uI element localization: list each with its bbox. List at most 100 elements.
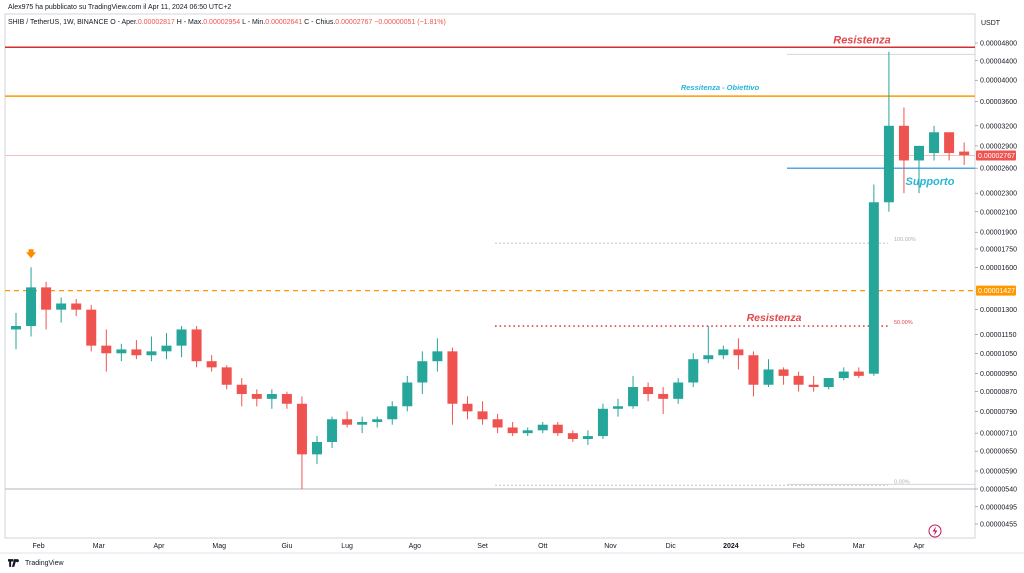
candle (658, 387, 669, 414)
candle-body (176, 329, 187, 346)
candle-body (959, 151, 970, 156)
candle (41, 281, 52, 330)
candle-body (703, 355, 714, 360)
candle-body (492, 419, 503, 428)
candle (838, 367, 849, 381)
x-tick-label: Mar (853, 543, 866, 550)
ohlc-high-label: H - Max. (176, 19, 204, 26)
candle-body (763, 369, 774, 385)
candle (959, 142, 970, 166)
x-tick-label: Feb (793, 543, 805, 550)
candle-body (688, 359, 699, 383)
x-tick-label: Lug (341, 543, 353, 550)
candle (462, 396, 473, 420)
candle-body (146, 351, 157, 356)
candle-body (462, 403, 473, 412)
candle-body (838, 371, 849, 379)
candle-body (11, 326, 21, 330)
candle (793, 371, 804, 392)
candle (357, 416, 368, 434)
candle-body (477, 411, 488, 420)
y-tick-label: 0.00000455 (980, 522, 1017, 529)
instrument-legend: SHIB / TetherUS, 1W, BINANCE O - Aper.0.… (8, 19, 446, 26)
candle-body (372, 419, 383, 422)
ohlc-open-label: O - Aper. (110, 19, 138, 26)
candle (688, 353, 699, 388)
candle (853, 367, 864, 379)
x-tick-label: Giu (281, 543, 292, 550)
candle-body (191, 329, 202, 362)
resistance-top-label: Resistenza (833, 34, 890, 46)
candle-body (823, 378, 834, 388)
candle (402, 375, 413, 412)
candle (251, 389, 262, 407)
candle-body (161, 345, 172, 352)
y-tick-label: 0.00002100 (980, 209, 1017, 216)
axis-currency-label[interactable]: USDT (981, 20, 1001, 27)
x-axis: Feb Mar Apr Mag Giu Lug Ago Set Ott Nov Dic 2024 Feb… (33, 543, 926, 550)
candle (898, 107, 909, 194)
ohlc-close-label: C - Chius. (304, 19, 336, 26)
candle-body (748, 355, 759, 385)
candle (778, 367, 789, 385)
candle-body (582, 436, 593, 439)
candle (763, 359, 774, 388)
y-tick-label: 0.00001050 (980, 351, 1017, 358)
candle-body (251, 394, 262, 399)
candle (312, 436, 322, 465)
candle (507, 421, 518, 437)
candle (266, 389, 277, 409)
candle-body (793, 375, 804, 385)
candle (372, 416, 383, 428)
candle (116, 343, 127, 362)
tradingview-logo-icon (8, 559, 19, 567)
ohlc-high-value: 0.00002954 (203, 19, 241, 26)
candle (131, 340, 142, 360)
candle-body (312, 441, 322, 455)
x-tick-label: Set (477, 543, 488, 550)
candle (929, 125, 940, 161)
candle-body (778, 369, 789, 376)
y-tick-label: 0.00001900 (980, 230, 1017, 237)
y-tick-label: 0.00000870 (980, 389, 1017, 396)
candle (808, 375, 819, 392)
candle (733, 338, 744, 370)
price-change: −0.00000051 (−1.81%) (374, 19, 446, 26)
y-tick-label: 0.00002600 (980, 166, 1017, 173)
x-tick-label: Ott (538, 543, 547, 550)
candle (868, 184, 879, 376)
y-tick-label: 0.00001150 (980, 332, 1017, 339)
candle-body (808, 384, 819, 388)
candle-body (929, 132, 940, 154)
candle (417, 351, 428, 395)
candle-body (658, 394, 669, 399)
x-tick-label: Nov (604, 543, 617, 550)
candle (492, 413, 503, 434)
price-badge-label: 0.00001427 (978, 288, 1015, 295)
lightning-icon[interactable] (928, 524, 942, 538)
tradingview-brand[interactable]: TradingView (8, 559, 64, 567)
arrow-down-icon (26, 249, 37, 259)
candle-body (643, 387, 654, 395)
candle (26, 267, 37, 337)
y-tick-label: 0.00004800 (980, 41, 1017, 48)
candle-body (447, 351, 458, 404)
candle (71, 298, 82, 317)
candle-body (868, 202, 879, 374)
candle (176, 326, 187, 358)
candle-body (266, 394, 277, 399)
y-tick-label: 0.00003200 (980, 123, 1017, 130)
x-tick-label: Mar (93, 543, 106, 550)
candle-body (26, 287, 37, 327)
candle (206, 355, 217, 372)
candle-body (131, 349, 142, 356)
candle-body (236, 384, 247, 395)
candle (236, 378, 247, 407)
target-label: Ressitenza - Obiettivo (681, 83, 760, 92)
candle (101, 329, 112, 372)
candle-body (718, 349, 729, 356)
candle-body (86, 309, 97, 346)
candle (447, 347, 458, 425)
plot-frame (4, 13, 976, 539)
